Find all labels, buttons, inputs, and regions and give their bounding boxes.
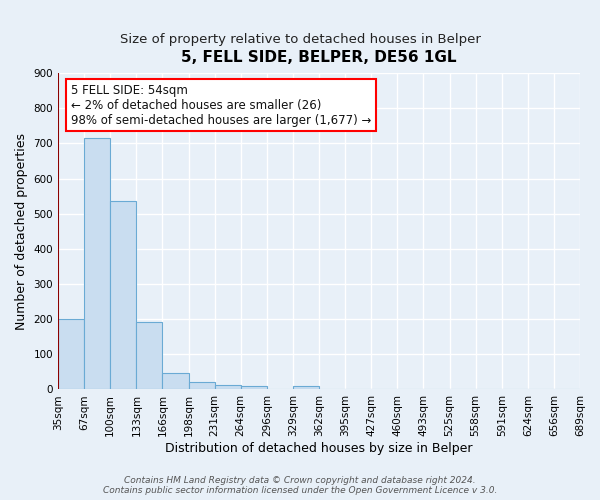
Bar (293, 386, 319, 390)
Text: Size of property relative to detached houses in Belper: Size of property relative to detached ho… (119, 32, 481, 46)
X-axis label: Distribution of detached houses by size in Belper: Distribution of detached houses by size … (165, 442, 473, 455)
Bar (188, 382, 215, 390)
Y-axis label: Number of detached properties: Number of detached properties (15, 133, 28, 330)
Bar (136, 322, 163, 390)
Title: 5, FELL SIDE, BELPER, DE56 1GL: 5, FELL SIDE, BELPER, DE56 1GL (181, 50, 457, 65)
Bar (215, 385, 241, 390)
Bar (163, 373, 188, 390)
Text: 5 FELL SIDE: 54sqm
← 2% of detached houses are smaller (26)
98% of semi-detached: 5 FELL SIDE: 54sqm ← 2% of detached hous… (71, 84, 371, 126)
Bar (241, 386, 267, 390)
Bar (84, 138, 110, 390)
Bar (110, 202, 136, 390)
Text: Contains HM Land Registry data © Crown copyright and database right 2024.
Contai: Contains HM Land Registry data © Crown c… (103, 476, 497, 495)
Bar (58, 319, 84, 390)
